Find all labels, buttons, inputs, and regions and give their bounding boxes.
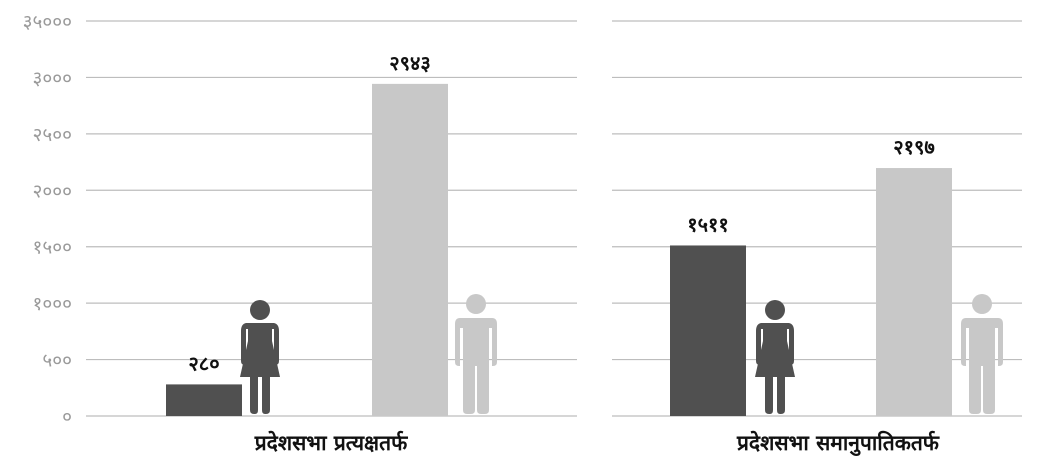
panel-titles: प्रदेशसभा प्रत्यक्षतर्फ प्रदेशसभा समानुपा… (254, 430, 940, 457)
y-tick-label: ३००० (32, 67, 72, 89)
bar-male (372, 83, 448, 417)
woman-icon (755, 300, 795, 414)
data-label: २८० (188, 351, 219, 375)
bar-female (670, 245, 746, 416)
category-label: प्रदेशसभा प्रत्यक्षतर्फ (254, 430, 408, 455)
woman-icon (240, 300, 280, 414)
category-label: प्रदेशसभा समानुपातिकतर्फ (736, 430, 940, 457)
y-axis-ticks: ० ५०० १००० १५०० २००० २५०० ३००० ३५००० (23, 11, 72, 428)
data-labels: २८० २९४३ १५११ २१९७ (188, 51, 934, 376)
y-tick-label: १००० (32, 293, 72, 315)
y-tick-label: ३५००० (23, 11, 72, 33)
y-tick-label: २५०० (32, 124, 72, 146)
bar-male (876, 168, 952, 416)
gender-icons (240, 294, 1003, 414)
data-label: २९४३ (389, 51, 431, 75)
data-label: २१९७ (893, 135, 935, 159)
bar-female (166, 384, 242, 416)
bars (166, 83, 952, 417)
man-icon (961, 294, 1003, 414)
y-tick-label: २००० (32, 180, 72, 202)
y-tick-label: १५०० (32, 237, 72, 259)
y-tick-label: ५०० (42, 350, 72, 372)
y-tick-label: ० (62, 406, 72, 428)
data-label: १५११ (687, 212, 729, 236)
man-icon (455, 294, 497, 414)
